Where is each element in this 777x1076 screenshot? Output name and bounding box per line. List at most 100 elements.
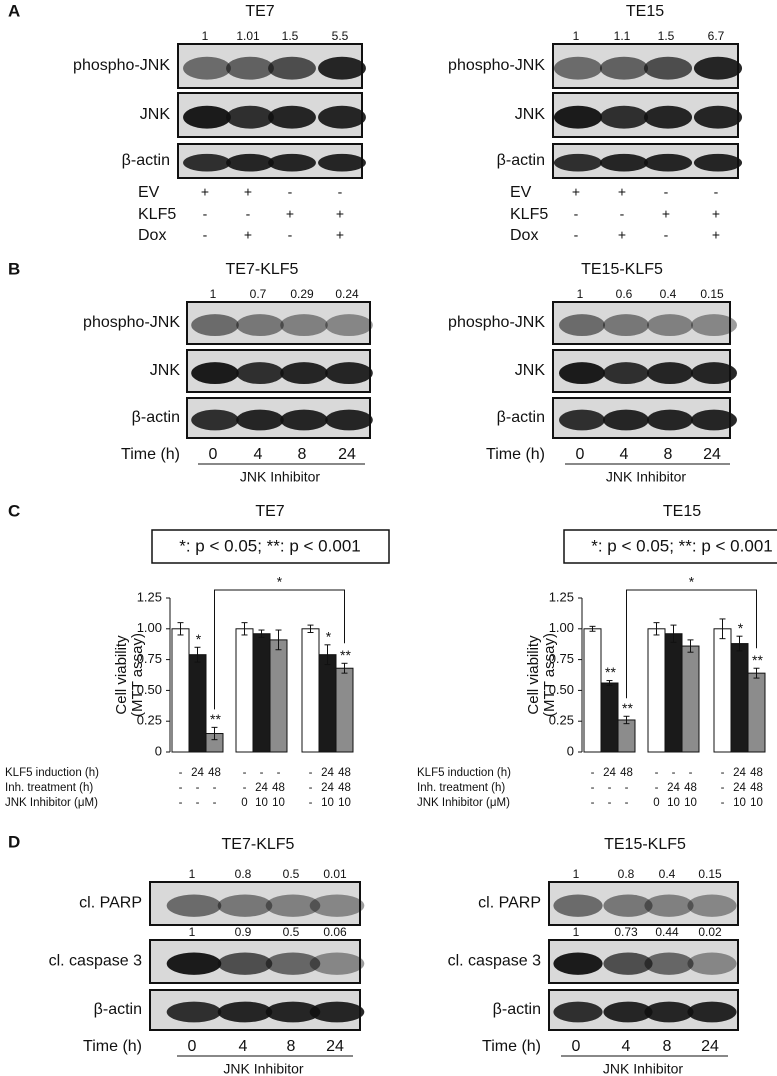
quant-value: 0.73 xyxy=(614,925,638,939)
row-cell: - xyxy=(213,782,217,794)
blot-band xyxy=(690,362,738,385)
bar xyxy=(269,639,288,753)
blot-title: TE15-KLF5 xyxy=(604,836,686,853)
quant-value: 0.24 xyxy=(335,287,359,301)
blot-band xyxy=(265,894,321,917)
blot-band xyxy=(602,409,650,431)
time-value: 0 xyxy=(209,446,218,463)
row-cell: 48 xyxy=(208,767,221,779)
row-cell: - xyxy=(625,797,629,809)
quant-value: 1 xyxy=(189,925,196,939)
quant-value: 1 xyxy=(577,287,584,301)
condition-label: Dox xyxy=(138,227,166,244)
row-cell: 48 xyxy=(338,767,351,779)
condition-mark: - xyxy=(620,206,625,222)
row-cell: - xyxy=(655,782,659,794)
quant-value: 0.5 xyxy=(283,867,300,881)
row-cell: - xyxy=(608,797,612,809)
blot-row-label: β-actin xyxy=(497,409,545,426)
error-bar xyxy=(753,667,760,679)
y-tick-label: 0.75 xyxy=(549,651,574,666)
blot-row-label: cl. PARP xyxy=(79,895,142,912)
quant-value: 1 xyxy=(189,867,196,881)
bar xyxy=(681,645,700,753)
quant-value: 0.4 xyxy=(660,287,677,301)
row-cell: 10 xyxy=(684,797,697,809)
quant-value: 0.5 xyxy=(283,925,300,939)
blot-band xyxy=(183,56,231,80)
blot-band xyxy=(280,409,328,431)
row-cell: 24 xyxy=(191,767,204,779)
blot-band xyxy=(226,153,274,172)
blot-band xyxy=(599,56,649,80)
condition-mark: - xyxy=(288,184,293,200)
time-value: 4 xyxy=(254,446,263,463)
blot-band xyxy=(191,362,239,385)
blot-band xyxy=(280,314,328,337)
blot-row-label: β-actin xyxy=(132,409,180,426)
condition-mark: - xyxy=(714,184,719,200)
y-tick-label: 0.75 xyxy=(137,651,162,666)
row-cell: - xyxy=(672,767,676,779)
y-axis-label: (MTT assay) xyxy=(129,633,146,717)
condition-mark: - xyxy=(664,227,669,243)
blot-band xyxy=(309,894,365,917)
blot-band xyxy=(553,153,603,172)
blot-band xyxy=(558,314,606,337)
blot-band xyxy=(226,105,274,129)
significance-star: ** xyxy=(605,664,616,680)
annotation-box xyxy=(563,529,777,564)
y-tick-label: 1.00 xyxy=(549,620,574,635)
row-cell: 48 xyxy=(620,767,633,779)
blot-band xyxy=(166,894,222,917)
condition-mark: - xyxy=(246,206,251,222)
row-cell: - xyxy=(277,767,281,779)
blot-band xyxy=(191,409,239,431)
bar xyxy=(664,633,683,753)
row-cell: 24 xyxy=(667,782,680,794)
time-value: 4 xyxy=(622,1038,631,1055)
y-tick-label: 0.50 xyxy=(549,682,574,697)
blot-band xyxy=(602,314,650,337)
bar xyxy=(252,633,271,753)
blot-band xyxy=(644,894,694,917)
row-cell: - xyxy=(196,797,200,809)
blot-row-label: β-actin xyxy=(94,1001,142,1018)
blot-row-label: cl. caspase 3 xyxy=(448,953,541,970)
time-label: Time (h) xyxy=(121,446,180,463)
row-cell: - xyxy=(591,797,595,809)
error-bar xyxy=(670,624,677,643)
row-cell: - xyxy=(591,767,595,779)
row-cell: - xyxy=(689,767,693,779)
blot-row-label: cl. caspase 3 xyxy=(49,953,142,970)
time-value: 24 xyxy=(338,446,356,463)
condition-mark: - xyxy=(574,227,579,243)
panel-label: B xyxy=(8,259,20,278)
error-bar xyxy=(241,622,248,636)
quant-value: 0.8 xyxy=(618,867,635,881)
treatment-label: JNK Inhibitor xyxy=(603,1061,683,1076)
y-tick-label: 0.50 xyxy=(137,682,162,697)
quant-value: 0.29 xyxy=(290,287,314,301)
quant-value: 1.5 xyxy=(282,29,299,43)
time-value: 0 xyxy=(572,1038,581,1055)
quant-value: 1.01 xyxy=(236,29,260,43)
row-cell: 10 xyxy=(750,797,763,809)
blot-band xyxy=(602,362,650,385)
panel-label: D xyxy=(8,832,20,851)
time-value: 8 xyxy=(287,1038,296,1055)
blot-band xyxy=(318,153,366,172)
y-tick-label: 1.00 xyxy=(137,620,162,635)
chart-title: TE7 xyxy=(255,503,284,520)
row-cell: - xyxy=(655,767,659,779)
blot-band xyxy=(644,952,694,975)
blot-band xyxy=(553,56,603,80)
condition-mark: + xyxy=(712,227,720,243)
blot-band xyxy=(309,1001,365,1023)
blot-band xyxy=(191,314,239,337)
condition-mark: + xyxy=(286,206,294,222)
blot-band xyxy=(325,314,373,337)
time-value: 0 xyxy=(188,1038,197,1055)
row-cell: - xyxy=(260,767,264,779)
